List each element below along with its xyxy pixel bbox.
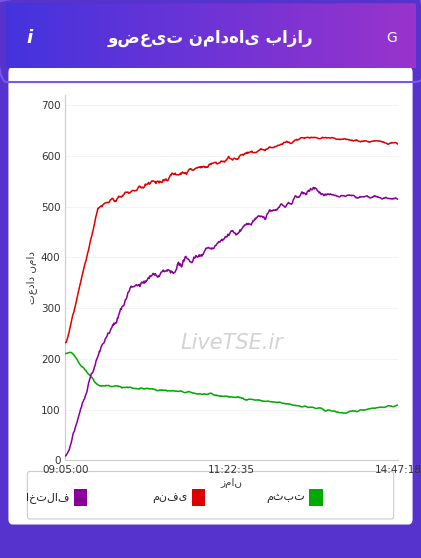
Bar — [139, 4, 145, 68]
Bar — [37, 4, 43, 68]
Bar — [243, 3, 247, 64]
Bar — [42, 4, 48, 68]
Bar — [100, 3, 104, 64]
Bar — [337, 3, 341, 64]
Bar — [104, 3, 109, 64]
Bar — [125, 3, 129, 64]
Bar — [227, 3, 231, 64]
Bar — [203, 3, 206, 64]
Bar — [52, 4, 58, 68]
Bar — [80, 3, 84, 64]
Bar — [78, 4, 84, 68]
Bar — [307, 4, 313, 68]
Bar — [349, 3, 354, 64]
Bar — [366, 3, 370, 64]
Bar — [112, 3, 117, 64]
Bar — [141, 3, 145, 64]
Bar — [180, 4, 186, 68]
Bar — [312, 3, 317, 64]
Bar — [35, 3, 39, 64]
Bar — [64, 3, 67, 64]
Bar — [284, 3, 288, 64]
Bar — [410, 4, 416, 68]
X-axis label: زمان: زمان — [221, 478, 242, 488]
Bar — [318, 4, 324, 68]
Bar — [407, 3, 410, 64]
Bar — [241, 4, 247, 68]
Bar — [259, 3, 264, 64]
Bar — [124, 4, 130, 68]
Bar — [76, 3, 80, 64]
Bar — [137, 3, 141, 64]
Bar — [92, 3, 96, 64]
Bar — [157, 3, 162, 64]
Bar — [390, 3, 394, 64]
Bar — [264, 3, 268, 64]
Bar — [133, 3, 137, 64]
Text: i: i — [27, 29, 32, 47]
Bar — [182, 3, 186, 64]
Bar — [149, 4, 155, 68]
Bar — [359, 4, 365, 68]
Bar — [16, 4, 22, 68]
Bar — [251, 3, 256, 64]
FancyBboxPatch shape — [27, 472, 394, 519]
Bar — [231, 4, 237, 68]
Text: وضعیت نمادهای بازار: وضعیت نمادهای بازار — [108, 29, 313, 47]
Bar — [333, 4, 339, 68]
Bar — [175, 4, 181, 68]
Text: G: G — [386, 31, 397, 45]
Bar — [6, 3, 11, 64]
Bar — [389, 4, 395, 68]
Bar — [155, 4, 160, 68]
Bar — [144, 4, 150, 68]
Bar — [190, 4, 196, 68]
Bar — [88, 3, 92, 64]
Bar — [67, 3, 72, 64]
Bar — [43, 3, 47, 64]
Bar — [345, 3, 349, 64]
Bar — [398, 3, 402, 64]
Bar — [312, 4, 319, 68]
Bar — [235, 3, 239, 64]
Bar — [287, 4, 293, 68]
Bar — [256, 3, 259, 64]
Bar — [117, 3, 121, 64]
Bar — [55, 3, 59, 64]
Y-axis label: تعداد نماد: تعداد نماد — [26, 251, 37, 304]
Bar — [215, 3, 218, 64]
Bar — [170, 4, 176, 68]
Bar — [386, 3, 390, 64]
Bar — [323, 4, 329, 68]
Bar — [272, 3, 276, 64]
Bar — [57, 4, 63, 68]
Bar — [231, 3, 235, 64]
Bar — [333, 3, 337, 64]
Bar — [23, 3, 27, 64]
Bar — [165, 3, 170, 64]
Bar — [93, 4, 99, 68]
Bar — [216, 4, 221, 68]
Bar — [21, 4, 28, 68]
Bar — [226, 4, 232, 68]
Bar — [400, 4, 405, 68]
Bar — [47, 3, 51, 64]
Bar — [14, 3, 19, 64]
Bar — [348, 4, 354, 68]
Bar — [246, 4, 252, 68]
Bar — [27, 3, 31, 64]
Bar — [251, 4, 257, 68]
Bar — [268, 3, 272, 64]
Bar — [288, 3, 292, 64]
Bar — [11, 3, 14, 64]
Bar — [321, 3, 325, 64]
Bar — [405, 4, 410, 68]
Bar — [364, 4, 370, 68]
Bar — [27, 4, 33, 68]
Bar — [272, 4, 278, 68]
Bar — [51, 3, 55, 64]
Bar — [178, 3, 182, 64]
Bar — [379, 4, 385, 68]
Bar — [280, 3, 284, 64]
